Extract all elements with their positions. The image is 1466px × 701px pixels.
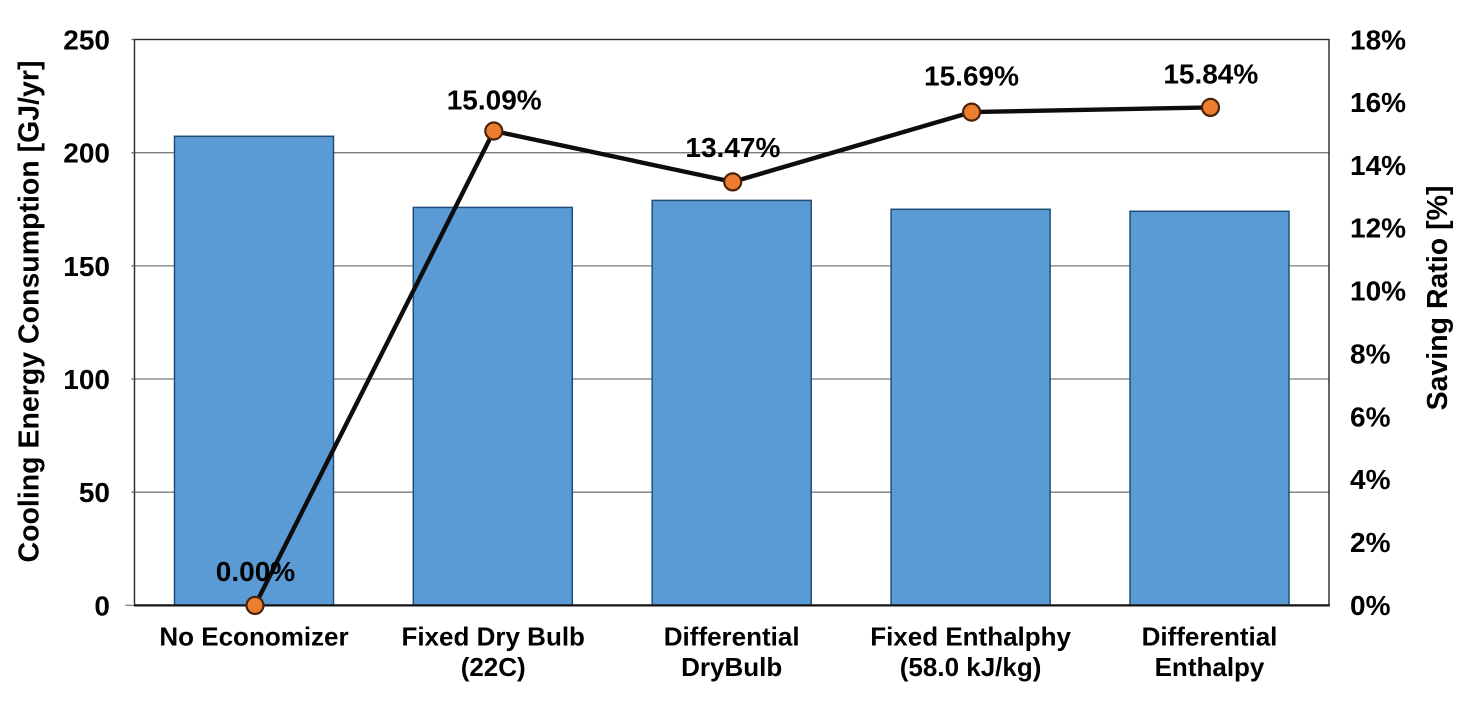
svg-text:150: 150 [63, 251, 110, 282]
svg-text:0: 0 [94, 590, 110, 621]
svg-text:100: 100 [63, 364, 110, 395]
svg-text:No Economizer: No Economizer [159, 621, 348, 651]
svg-text:15.09%: 15.09% [447, 84, 542, 115]
svg-text:Fixed Dry Bulb: Fixed Dry Bulb [401, 621, 584, 651]
svg-text:12%: 12% [1350, 213, 1406, 244]
svg-text:250: 250 [63, 25, 110, 56]
svg-text:Fixed Enthalphy: Fixed Enthalphy [870, 621, 1071, 651]
svg-text:(58.0 kJ/kg): (58.0 kJ/kg) [900, 652, 1042, 682]
svg-text:Cooling Energy Consumption [GJ: Cooling Energy Consumption [GJ/yr] [14, 61, 46, 563]
svg-text:18%: 18% [1350, 25, 1406, 56]
svg-text:2%: 2% [1350, 527, 1391, 558]
svg-text:(22C): (22C) [461, 652, 526, 682]
svg-text:Enthalpy: Enthalpy [1155, 652, 1265, 682]
svg-text:15.69%: 15.69% [924, 61, 1019, 92]
svg-text:Differential: Differential [1142, 621, 1278, 651]
svg-text:4%: 4% [1350, 464, 1391, 495]
svg-text:16%: 16% [1350, 87, 1406, 118]
svg-text:14%: 14% [1350, 150, 1406, 181]
svg-text:DryBulb: DryBulb [681, 652, 782, 682]
svg-text:Saving Ratio [%]: Saving Ratio [%] [1422, 186, 1454, 411]
svg-text:200: 200 [63, 138, 110, 169]
svg-text:13.47%: 13.47% [685, 132, 780, 163]
svg-text:10%: 10% [1350, 276, 1406, 307]
svg-text:8%: 8% [1350, 338, 1391, 369]
svg-text:0%: 0% [1350, 590, 1391, 621]
svg-text:0.00%: 0.00% [216, 556, 295, 587]
svg-text:6%: 6% [1350, 401, 1391, 432]
svg-text:50: 50 [79, 477, 110, 508]
svg-text:Differential: Differential [664, 621, 800, 651]
svg-text:15.84%: 15.84% [1163, 59, 1258, 90]
